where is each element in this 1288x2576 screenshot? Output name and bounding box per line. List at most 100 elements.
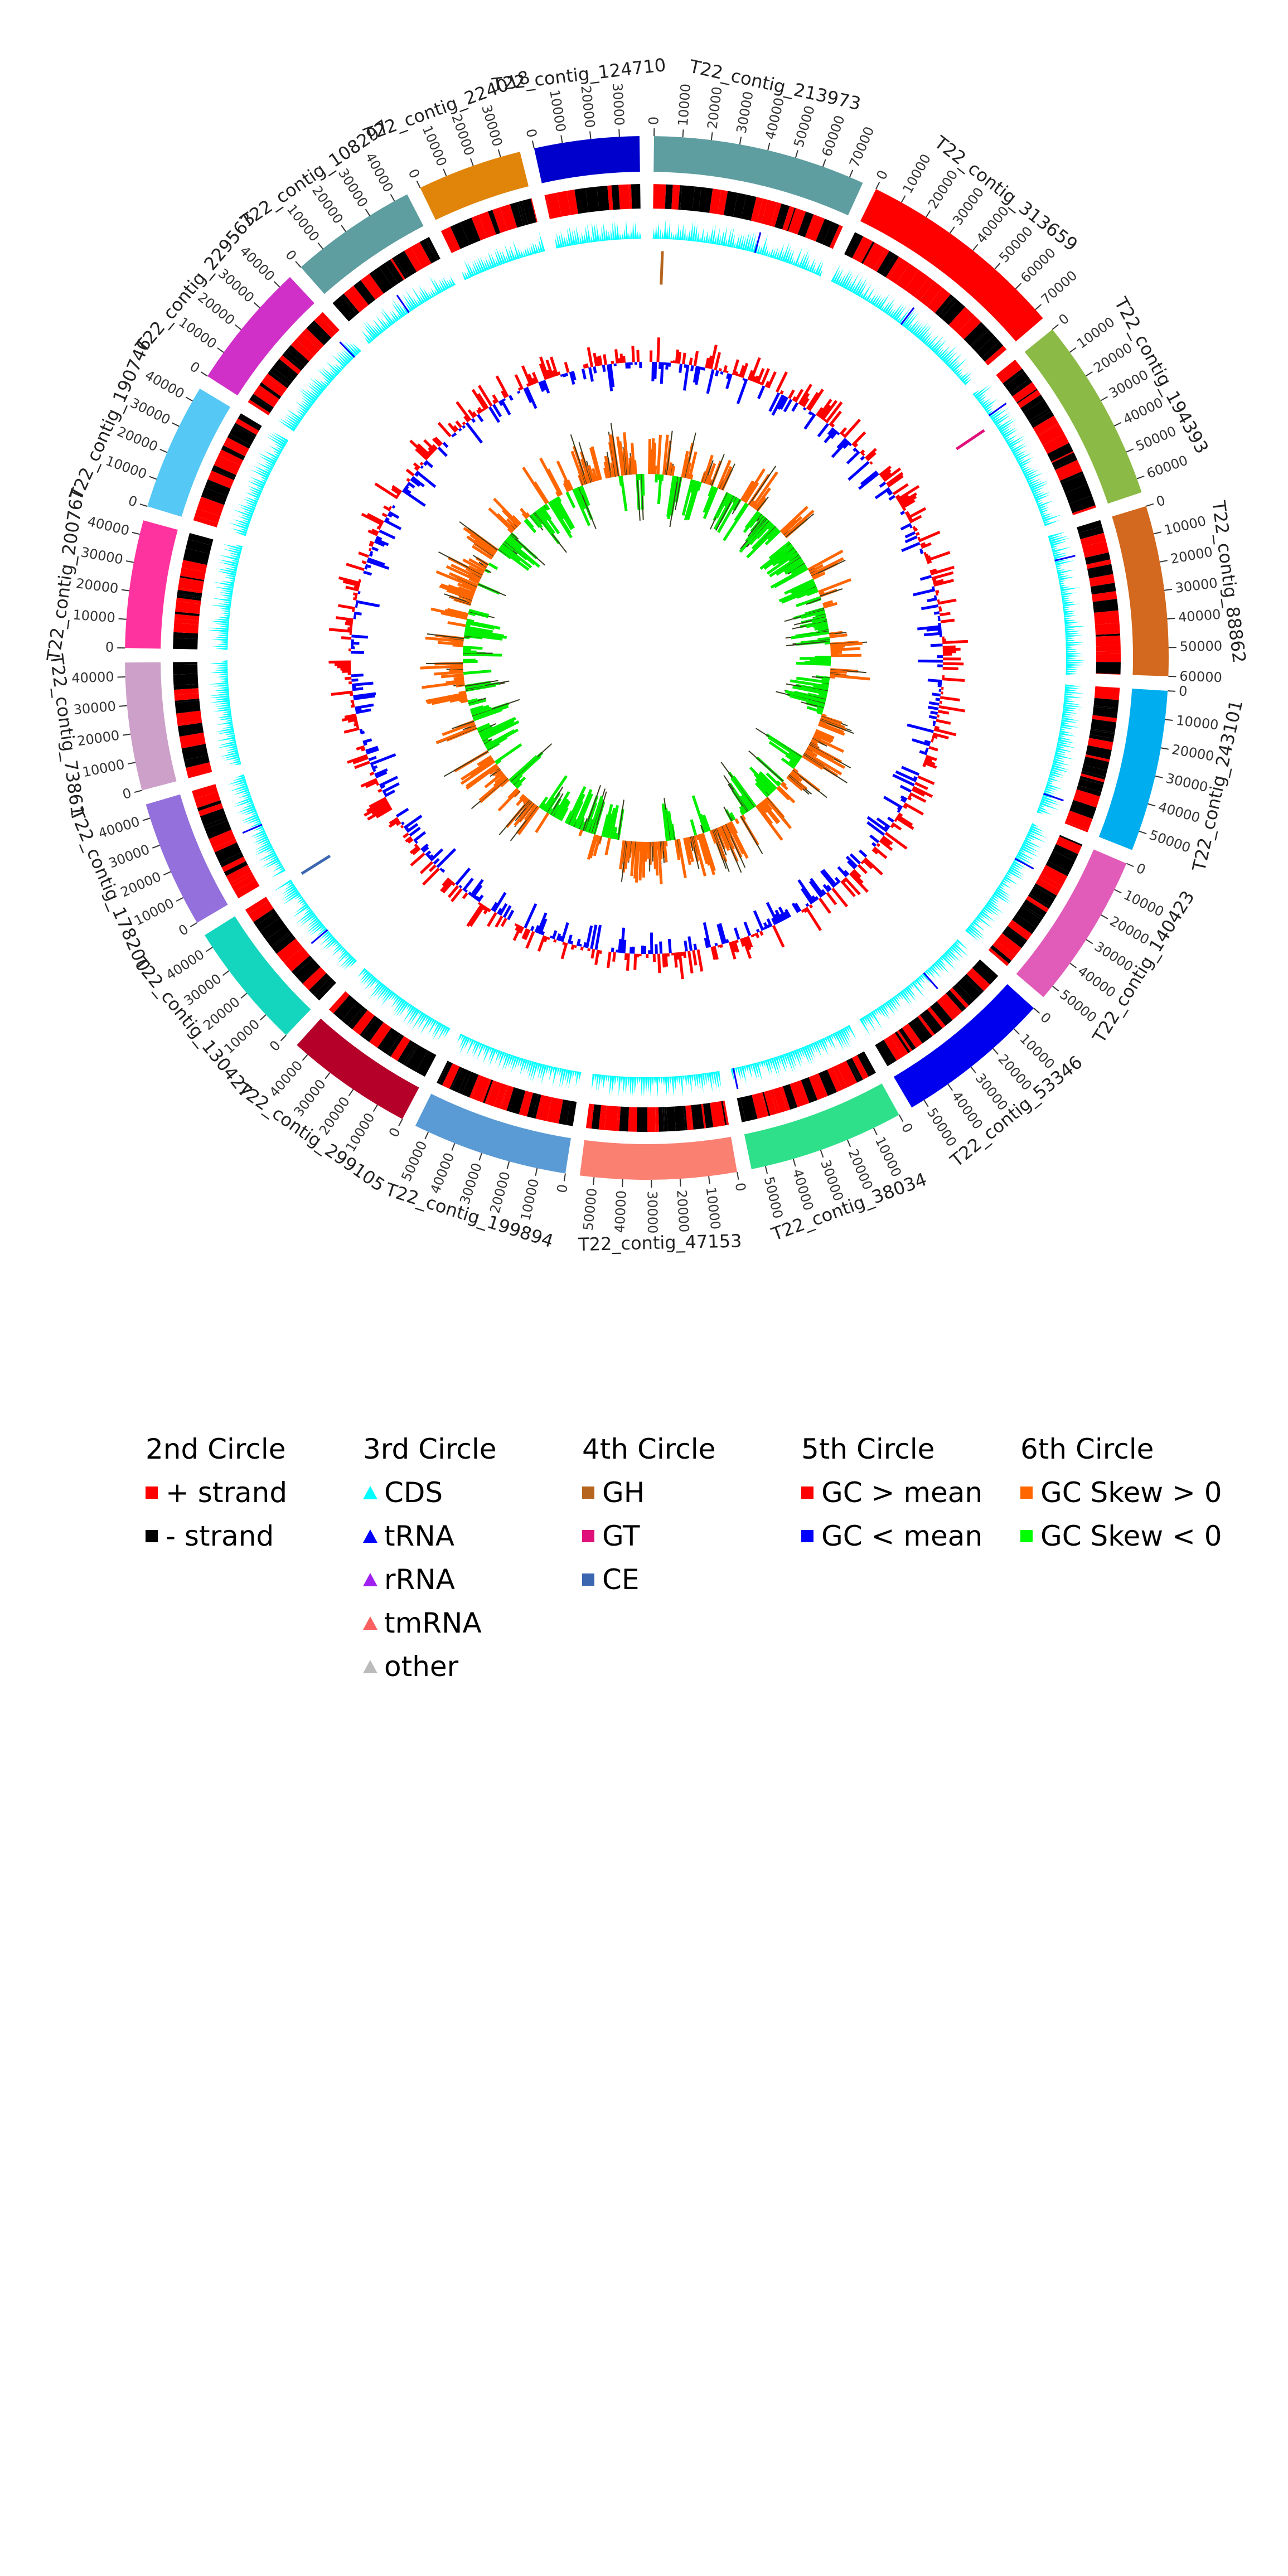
- gc-skew-bar: [806, 589, 819, 597]
- gc-content-bar: [700, 366, 704, 370]
- legend-item-other: other: [363, 1645, 497, 1688]
- gc-skew-bar: [781, 781, 787, 787]
- gc-skew-bar: [446, 589, 473, 601]
- gc-content-bar: [583, 942, 587, 948]
- gc-content-bar: [530, 926, 535, 932]
- strand-segment: [181, 560, 207, 573]
- gc-skew-bar: [500, 778, 510, 787]
- tick-label: 30000: [734, 90, 757, 134]
- strand-segment: [703, 1103, 714, 1129]
- legend-label: + strand: [166, 1476, 288, 1509]
- gc-content-bar: [389, 506, 393, 510]
- strand-segment: [750, 197, 763, 222]
- gc-skew-bar: [756, 803, 773, 825]
- strand-segment: [291, 955, 313, 975]
- gc-skew-bar: [782, 516, 802, 535]
- contig-band: [420, 152, 529, 220]
- gc-skew-bar: [468, 558, 487, 570]
- strand-segment: [486, 1081, 502, 1107]
- tick-label: 20000: [578, 85, 598, 129]
- gc-content-bar: [871, 842, 877, 847]
- gc-content-bar: [791, 402, 799, 412]
- gc-content-bar: [517, 390, 521, 394]
- strand-segment: [248, 900, 274, 922]
- strand-segment: [234, 423, 257, 437]
- strand-segment: [709, 188, 722, 214]
- tick-label: 30000: [478, 103, 505, 148]
- strand-segment: [522, 198, 537, 225]
- gc-content-bar: [860, 470, 878, 486]
- strand-segment: [427, 236, 440, 260]
- gc-content-bar: [388, 511, 400, 519]
- gc-skew-bar: [458, 690, 467, 695]
- gc-skew-bar: [686, 837, 694, 863]
- gc-content-bar: [653, 362, 657, 379]
- tick-mark: [1086, 939, 1093, 945]
- gc-skew-bar: [604, 837, 611, 855]
- strand-segment: [387, 1034, 404, 1057]
- gc-skew-bar: [474, 539, 496, 555]
- strand-segment: [1035, 878, 1061, 896]
- gc-skew-bar: [461, 699, 468, 704]
- strand-segment: [392, 256, 408, 279]
- gc-skew-bar: [469, 758, 495, 777]
- gc-content-bar: [802, 398, 810, 408]
- strand-segment: [192, 784, 218, 799]
- gc-content-bar: [405, 826, 409, 831]
- gc-content-bar: [864, 857, 884, 876]
- strand-segment: [205, 820, 232, 839]
- tick-mark: [121, 589, 129, 592]
- cds-track: [457, 1033, 582, 1089]
- gc-skew-bar-outline: [757, 496, 769, 511]
- gc-content-bar: [567, 934, 573, 944]
- strand-segment: [985, 345, 1007, 366]
- gc-content-bar: [556, 371, 561, 376]
- gc-skew-bar: [662, 841, 668, 863]
- cds-track: [652, 220, 824, 277]
- gc-skew-bar: [661, 803, 669, 841]
- gc-content-bar: [810, 878, 825, 897]
- strand-segment: [458, 1070, 472, 1095]
- gc-skew-bar-outline: [666, 430, 673, 476]
- tick-mark: [593, 1177, 595, 1185]
- gc-skew-bar: [684, 837, 692, 860]
- tick-mark: [737, 1171, 739, 1180]
- legend-item-rrna: rRNA: [363, 1558, 497, 1601]
- strand-segment: [1016, 389, 1038, 404]
- tick-label: 40000: [948, 1088, 986, 1132]
- gc-skew-bar: [806, 706, 824, 714]
- gc-content-bar: [660, 362, 664, 384]
- gc-content-bar: [391, 505, 396, 509]
- tick-mark: [398, 1118, 403, 1126]
- gc-skew-bar: [506, 518, 517, 530]
- strand-segment: [882, 254, 899, 278]
- gc-skew-bar: [466, 763, 498, 788]
- tick-label: 40000: [71, 669, 114, 686]
- gc-skew-bar: [553, 791, 570, 818]
- gc-content-bar: [819, 404, 831, 419]
- gc-skew-bar: [515, 782, 522, 789]
- gc-content-bar: [930, 643, 943, 647]
- blue-square-icon: [582, 1573, 594, 1586]
- gc-skew-bar: [723, 824, 732, 838]
- gc-content-bar: [502, 905, 512, 918]
- gc-content-bar: [585, 925, 593, 948]
- tick-mark: [139, 503, 148, 507]
- gc-content-bar: [483, 907, 490, 914]
- tick-label: 50000: [1147, 827, 1192, 856]
- tick-label: 0: [873, 168, 891, 182]
- strand-segment: [272, 359, 298, 382]
- tick-label: 30000: [215, 265, 257, 306]
- gc-content-bar: [845, 855, 858, 868]
- gc-content-bar: [482, 906, 487, 911]
- gc-content-bar: [923, 632, 942, 637]
- gc-content-bar: [337, 665, 351, 669]
- gc-skew-bar: [657, 841, 663, 884]
- strand-segment: [224, 861, 248, 877]
- gc-skew-bar: [790, 679, 829, 689]
- strand-segment: [397, 1040, 416, 1065]
- strand-segment: [1026, 897, 1048, 913]
- gc-content-bar: [656, 337, 661, 362]
- gc-skew-bar: [587, 834, 597, 860]
